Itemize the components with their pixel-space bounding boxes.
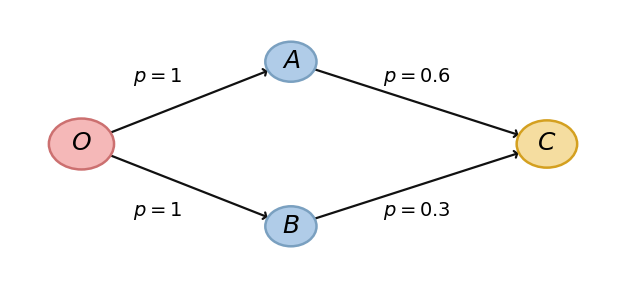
Ellipse shape	[266, 42, 317, 82]
Text: $A$: $A$	[282, 50, 300, 73]
Text: $p=1$: $p=1$	[132, 200, 182, 222]
Text: $p=1$: $p=1$	[132, 66, 182, 88]
Text: $B$: $B$	[282, 215, 300, 238]
Ellipse shape	[516, 120, 577, 168]
Text: $p=0.3$: $p=0.3$	[383, 200, 451, 222]
Text: $O$: $O$	[71, 132, 92, 156]
Text: $C$: $C$	[537, 132, 557, 156]
Text: $p=0.6$: $p=0.6$	[383, 66, 451, 88]
Ellipse shape	[49, 119, 114, 169]
Ellipse shape	[266, 206, 317, 246]
